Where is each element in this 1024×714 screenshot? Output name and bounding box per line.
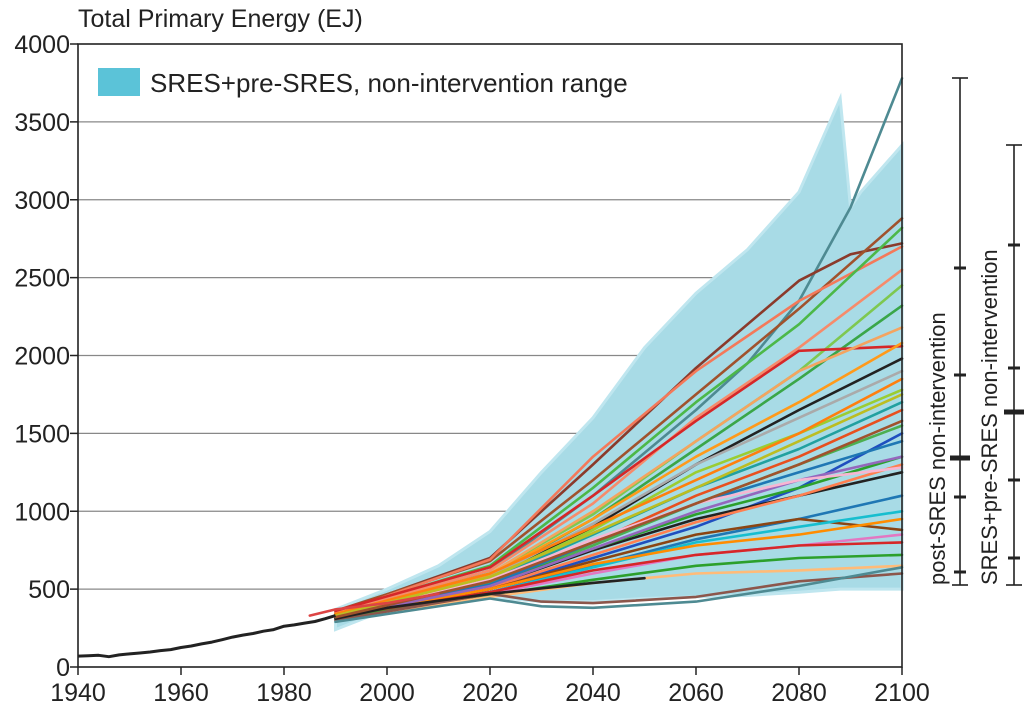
y-tick-labels: 0 500 1000 1500 2000 2500 3000 3500 4000 bbox=[14, 31, 70, 682]
y-tick-label: 4000 bbox=[14, 31, 70, 59]
legend-label: SRES+pre-SRES, non-intervention range bbox=[150, 68, 628, 98]
historical-line-group bbox=[77, 614, 336, 659]
y-tick-label: 3000 bbox=[14, 187, 70, 215]
scenario-line bbox=[334, 393, 904, 617]
chart-title: Total Primary Energy (EJ) bbox=[78, 5, 363, 33]
scenario-line bbox=[308, 592, 440, 617]
x-tick-label: 1940 bbox=[50, 679, 106, 707]
scenario-line bbox=[334, 245, 904, 616]
scenario-line bbox=[334, 268, 904, 614]
scenario-lines bbox=[308, 77, 904, 624]
y-tick-label: 500 bbox=[28, 576, 70, 604]
x-tick-label: 2100 bbox=[874, 679, 930, 707]
grid-lines bbox=[78, 121, 902, 590]
x-tick-label: 2040 bbox=[565, 679, 621, 707]
scenario-line bbox=[334, 419, 904, 619]
x-tick-label: 2020 bbox=[462, 679, 518, 707]
scenario-line bbox=[334, 576, 646, 621]
scenario-line bbox=[334, 344, 904, 613]
y-tick-label: 2500 bbox=[14, 265, 70, 293]
y-tick-label: 1500 bbox=[14, 420, 70, 448]
x-tick-label: 2080 bbox=[771, 679, 827, 707]
scenario-line bbox=[334, 517, 904, 619]
y-tick-label: 2000 bbox=[14, 343, 70, 371]
legend-swatch bbox=[98, 68, 140, 96]
y-tick-label: 1000 bbox=[14, 498, 70, 526]
y-tick-label: 3500 bbox=[14, 109, 70, 137]
y-tick-label: 0 bbox=[56, 654, 70, 682]
scenario-line bbox=[334, 377, 904, 616]
x-tick-label: 1960 bbox=[153, 679, 209, 707]
axes bbox=[70, 43, 903, 675]
historical-line bbox=[77, 614, 336, 659]
x-tick-label: 1980 bbox=[256, 679, 312, 707]
legend: SRES+pre-SRES, non-intervention range bbox=[98, 68, 628, 98]
post-sres-range-label: post-SRES non-intervention bbox=[925, 312, 950, 585]
scenario-line bbox=[334, 565, 904, 624]
side-range-bars bbox=[950, 77, 1024, 586]
scenario-line bbox=[334, 466, 904, 617]
sres-range-label: SRES+pre-SRES non-intervention bbox=[977, 249, 1002, 585]
x-tick-labels: 1940 1960 1980 2000 2020 2040 2060 2080 2100 bbox=[50, 679, 930, 707]
scenario-line bbox=[334, 455, 904, 619]
x-tick-label: 2060 bbox=[668, 679, 724, 707]
x-tick-label: 2000 bbox=[359, 679, 415, 707]
